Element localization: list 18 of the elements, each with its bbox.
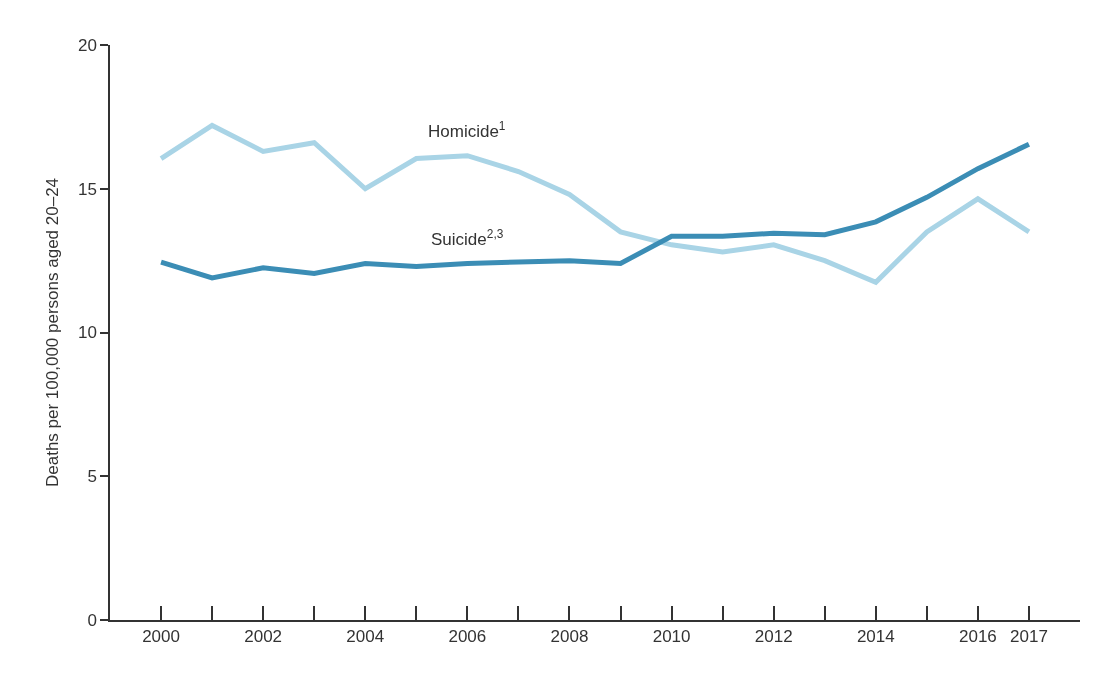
y-tick-label: 5 — [87, 467, 97, 487]
x-tick-label: 2008 — [550, 627, 589, 647]
y-axis-title: Deaths per 100,000 persons aged 20–24 — [42, 177, 62, 488]
series-label: Suicide$^{2,3}$ — [431, 227, 504, 250]
y-tick-label: 0 — [87, 610, 97, 630]
x-tick-label: 2012 — [754, 627, 793, 647]
y-tick-label: 15 — [77, 179, 97, 199]
x-tick-label: 2010 — [652, 627, 691, 647]
x-tick-label: 2004 — [346, 627, 385, 647]
y-tick-label: 20 — [77, 35, 97, 55]
x-tick-label: 2017 — [1010, 627, 1048, 647]
x-tick-label: 2002 — [244, 627, 283, 647]
x-tick-label: 2014 — [856, 627, 895, 647]
x-tick-label: 2006 — [448, 627, 487, 647]
series-label: Homicide$^{1}$ — [428, 119, 506, 142]
x-tick-label: 2016 — [958, 627, 997, 647]
x-tick-label: 2000 — [142, 627, 180, 647]
y-tick-label: 10 — [77, 323, 97, 343]
